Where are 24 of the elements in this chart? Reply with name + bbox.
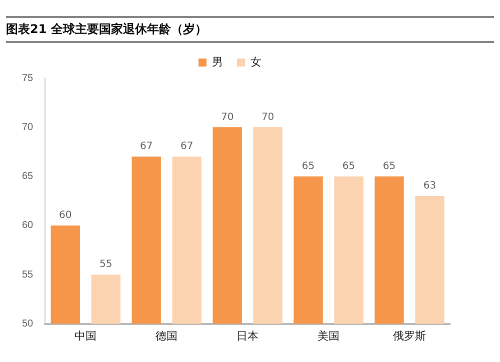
data-label: 67: [180, 141, 194, 152]
y-tick-label: 65: [22, 171, 34, 182]
y-tick-label: 50: [22, 318, 34, 330]
legend-label: 男: [212, 56, 223, 69]
data-label: 70: [220, 112, 234, 123]
data-label: 65: [382, 160, 396, 172]
x-tick-label: 美国: [318, 329, 340, 342]
data-label: 65: [302, 160, 315, 172]
y-tick-label: 70: [22, 122, 34, 133]
data-label: 55: [99, 259, 112, 270]
x-tick-label: 中国: [74, 329, 97, 342]
y-tick-label: 75: [22, 72, 34, 84]
data-label: 67: [140, 141, 153, 152]
y-tick-label: 55: [22, 269, 34, 280]
legend-label: 女: [250, 56, 262, 69]
y-tick-label: 60: [22, 220, 34, 232]
x-tick-label: 俄罗斯: [393, 329, 426, 342]
x-tick-label: 德国: [156, 330, 178, 342]
chart-title: 图表21 全球主要国家退休年龄（岁）: [6, 16, 494, 43]
x-tick-label: 日本: [236, 329, 259, 342]
data-label: 60: [59, 210, 72, 222]
data-label: 70: [261, 112, 274, 123]
data-label: 63: [423, 180, 436, 192]
data-label: 65: [342, 160, 356, 172]
